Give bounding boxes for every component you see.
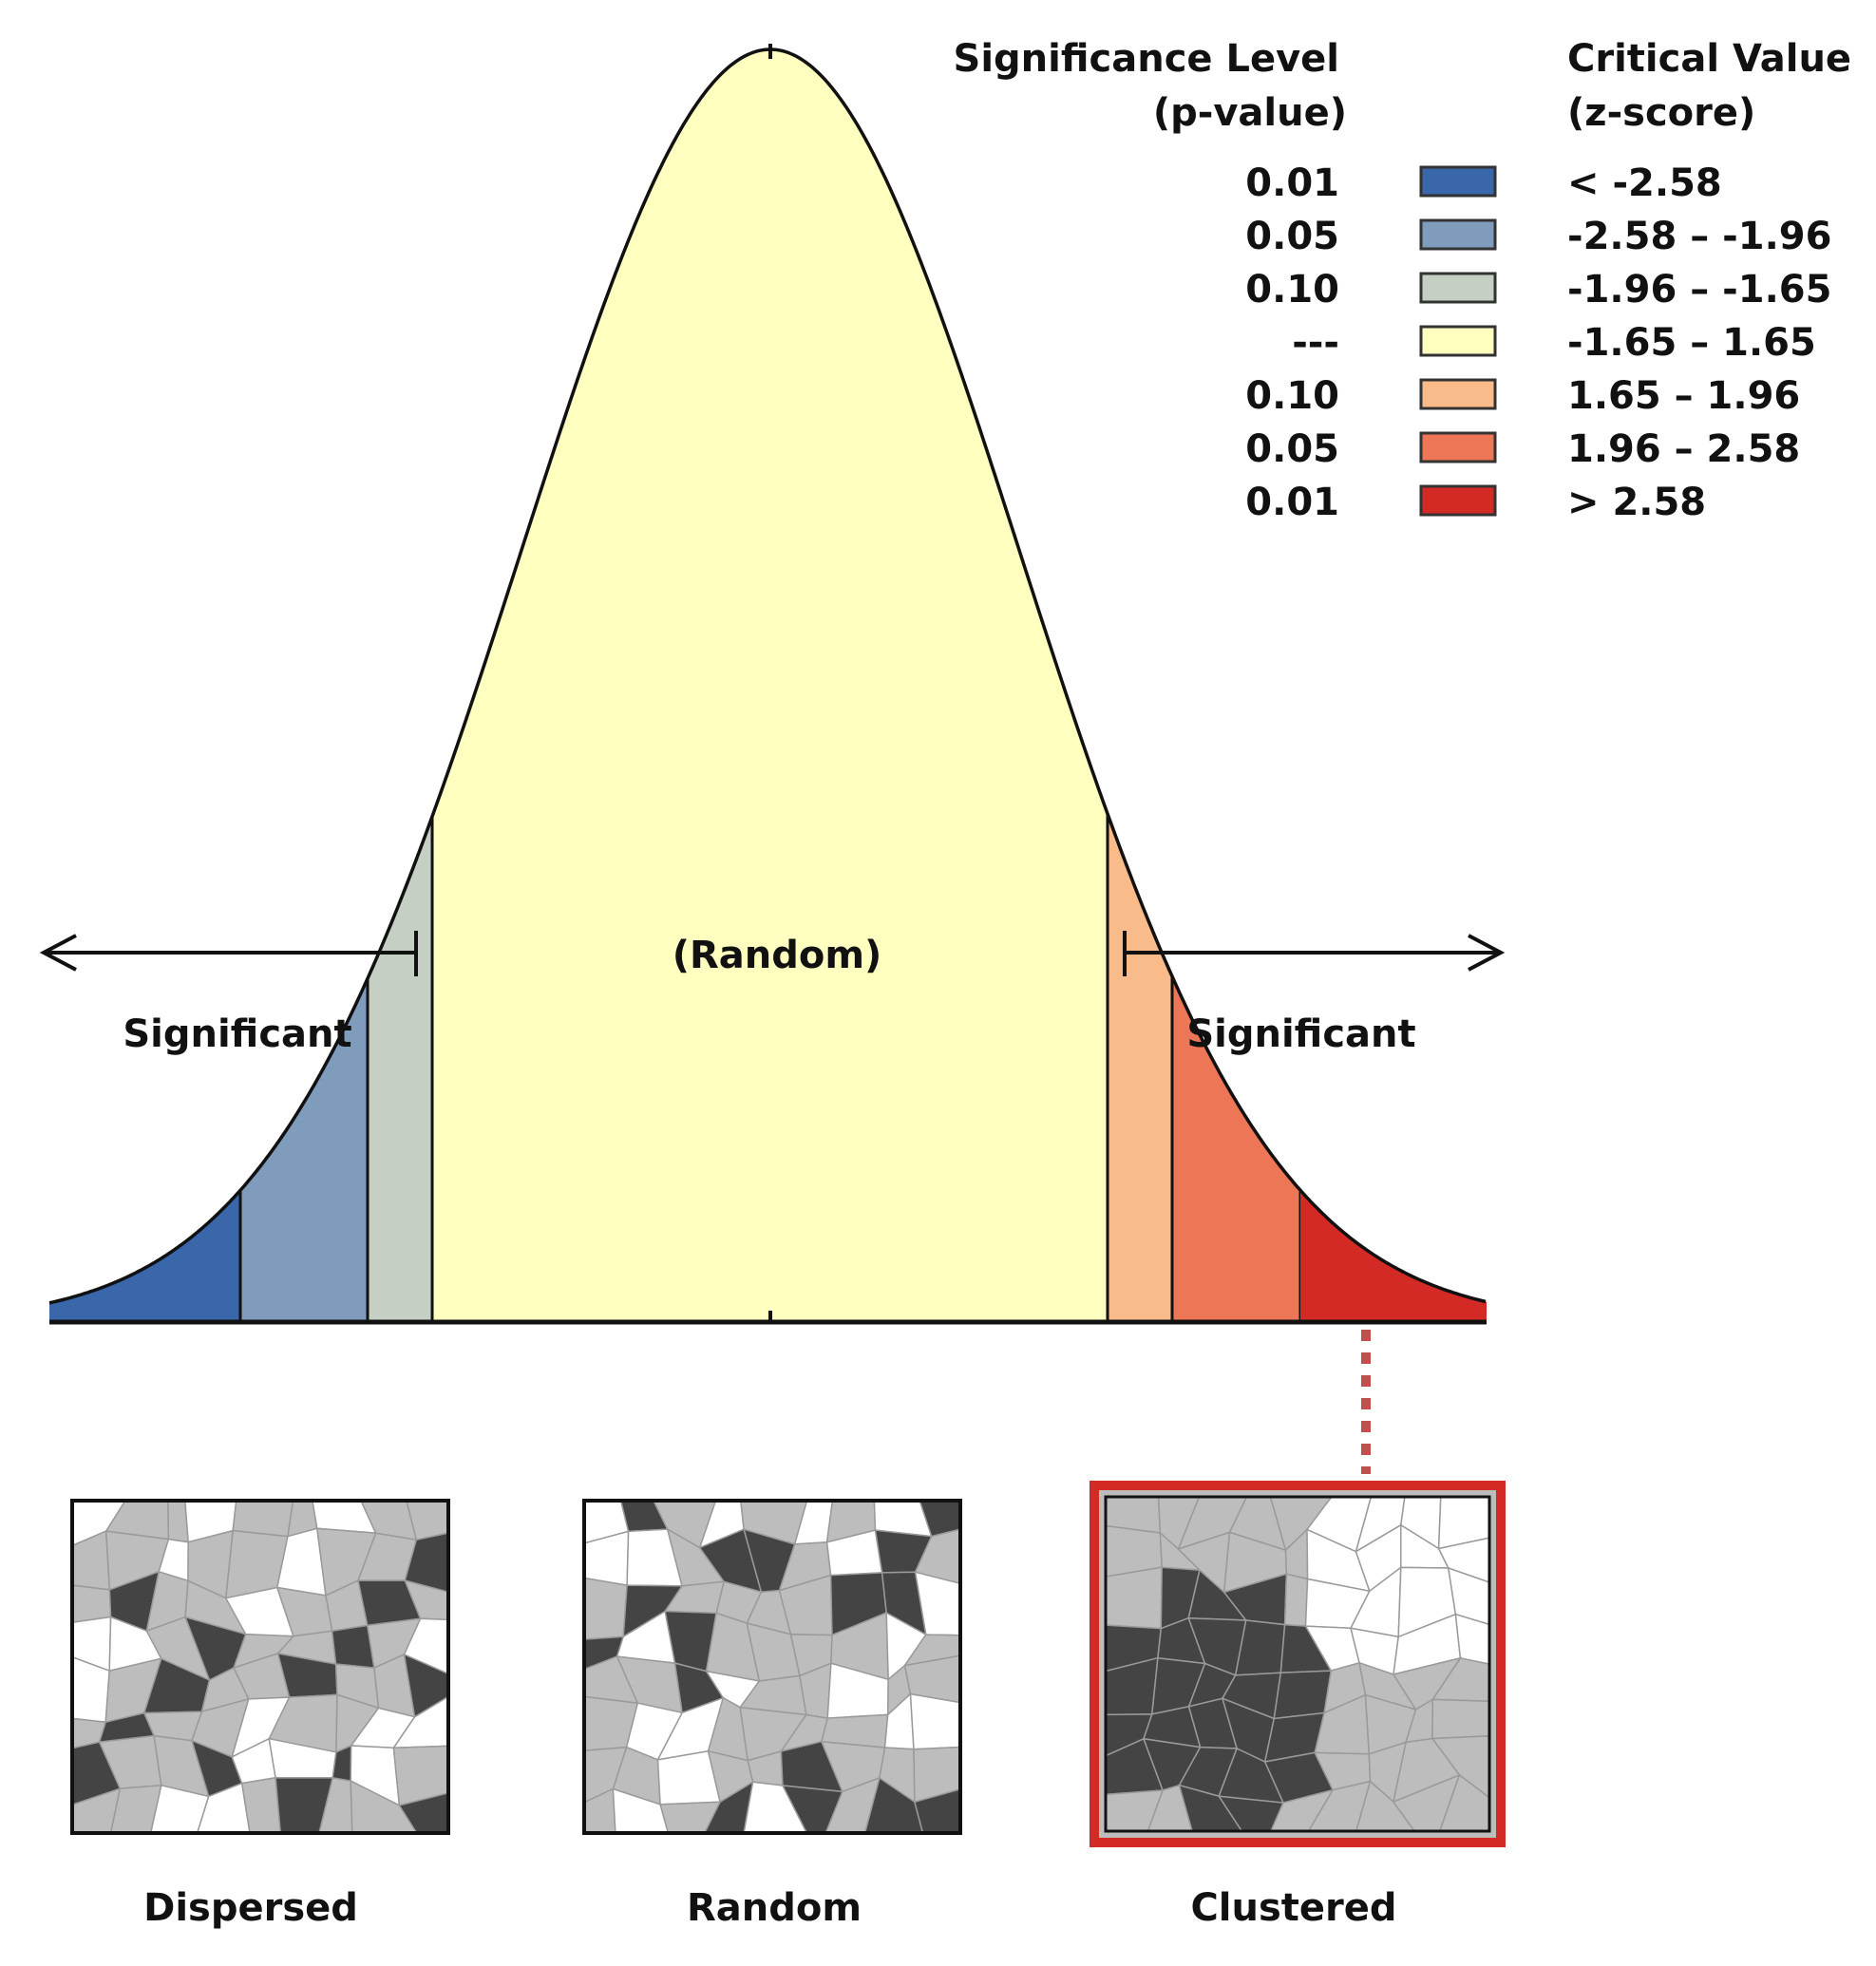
legend-z-score: < -2.58	[1567, 161, 1722, 205]
normal-curve	[48, 44, 1487, 1325]
map-label-random: Random	[687, 1886, 862, 1930]
map-dispersed	[70, 1499, 450, 1835]
map-polygon	[72, 1584, 112, 1623]
map-polygon	[149, 1784, 210, 1833]
map-polygon	[914, 1528, 960, 1585]
map-polygon	[404, 1578, 448, 1621]
region-far-right	[1300, 1190, 1487, 1322]
map-polygon	[391, 1695, 448, 1749]
legend-z-score: 1.96 – 2.58	[1567, 427, 1800, 471]
map-polygon	[1355, 1780, 1416, 1831]
legend-swatch	[1419, 272, 1497, 304]
region-right-near	[1106, 813, 1174, 1324]
legend: Significance Level (p-value) Critical Va…	[954, 37, 1852, 524]
map-polygon	[350, 1779, 418, 1833]
map-polygon	[1431, 1735, 1489, 1799]
map-polygon	[1307, 1780, 1372, 1831]
map-polygon	[1437, 1497, 1489, 1550]
map-polygon	[406, 1501, 448, 1541]
legend-swatch	[1419, 218, 1497, 251]
map-polygon	[1217, 1795, 1285, 1831]
map-polygon	[913, 1788, 960, 1833]
clustered-highlight-frame	[1090, 1481, 1506, 1847]
map-polygon	[1106, 1789, 1165, 1831]
legend-swatch	[1419, 484, 1497, 517]
legend-heading-p-line1: Significance Level	[954, 37, 1339, 81]
map-label-clustered: Clustered	[1190, 1886, 1396, 1930]
map-polygon	[392, 1745, 448, 1806]
map-polygon	[109, 1784, 162, 1833]
map-polygon	[1283, 1573, 1309, 1627]
legend-z-score: > 2.58	[1567, 481, 1706, 524]
map-polygon	[403, 1653, 448, 1718]
map-polygon	[1454, 1613, 1489, 1665]
map-polygon	[1447, 1566, 1489, 1626]
map-polygon	[584, 1787, 616, 1833]
map-clustered	[1090, 1481, 1506, 1847]
map-polygon	[1431, 1698, 1489, 1740]
right-significant-arrow	[1123, 931, 1506, 976]
legend-z-score: 1.65 – 1.96	[1567, 374, 1800, 418]
map-polygon	[743, 1781, 808, 1833]
map-polygon	[824, 1776, 881, 1833]
map-polygon	[398, 1792, 448, 1833]
map-random	[582, 1499, 962, 1835]
legend-p-value: 0.10	[1245, 268, 1339, 312]
map-polygon	[404, 1532, 448, 1594]
map-polygon	[1273, 1670, 1333, 1720]
curve-outline	[48, 47, 1487, 1305]
legend-swatch	[1419, 325, 1497, 357]
map-polygon	[1106, 1566, 1163, 1630]
map-polygon	[1438, 1773, 1489, 1831]
legend-p-value: 0.01	[1245, 161, 1339, 205]
map-polygon	[1270, 1788, 1335, 1831]
map-polygon	[612, 1787, 670, 1833]
map-polygon	[275, 1777, 334, 1833]
legend-heading-p-line2: (p-value)	[1153, 91, 1347, 135]
legend-p-value: 0.01	[1245, 481, 1339, 524]
legend-heading-z-line1: Critical Value	[1567, 37, 1851, 81]
map-label-dispersed: Dispersed	[143, 1886, 358, 1930]
legend-swatch	[1419, 378, 1497, 410]
legend-p-value: 0.05	[1245, 215, 1339, 258]
map-polygon	[913, 1746, 960, 1804]
right-significant-label: Significant	[1186, 1012, 1415, 1056]
map-polygon	[919, 1501, 960, 1538]
legend-p-value: ---	[1292, 321, 1339, 365]
legend-swatch	[1419, 431, 1497, 463]
map-polygon	[659, 1801, 722, 1833]
map-polygon	[781, 1785, 843, 1833]
left-significant-arrow	[39, 931, 418, 976]
region-left-near	[366, 816, 434, 1324]
legend-z-score: -2.58 – -1.96	[1567, 215, 1831, 258]
map-polygon	[1431, 1656, 1489, 1703]
map-polygon	[403, 1617, 448, 1675]
map-polygon	[1178, 1784, 1243, 1831]
map-polygon	[1437, 1537, 1489, 1583]
map-polygon	[584, 1577, 628, 1640]
legend-p-value: 0.10	[1245, 374, 1339, 418]
left-significant-label: Significant	[123, 1012, 351, 1056]
map-polygon	[72, 1787, 122, 1833]
legend-swatch	[1419, 165, 1497, 198]
map-polygon	[318, 1777, 353, 1833]
map-polygon	[1146, 1784, 1193, 1831]
legend-p-value: 0.05	[1245, 427, 1339, 471]
map-polygon	[909, 1692, 960, 1750]
map-polygon	[240, 1776, 282, 1833]
legend-z-score: -1.96 – -1.65	[1567, 268, 1831, 312]
map-polygon	[914, 1571, 960, 1636]
map-polygon	[196, 1782, 251, 1833]
legend-z-score: -1.65 – 1.65	[1567, 321, 1816, 365]
map-polygon	[903, 1654, 960, 1704]
map-polygon	[1392, 1773, 1461, 1831]
center-label: (Random)	[673, 934, 882, 977]
legend-heading-z-line2: (z-score)	[1567, 91, 1755, 135]
map-polygon	[703, 1780, 754, 1833]
region-center	[430, 47, 1109, 1324]
map-polygon	[863, 1776, 924, 1833]
region-far-left	[49, 1190, 240, 1322]
